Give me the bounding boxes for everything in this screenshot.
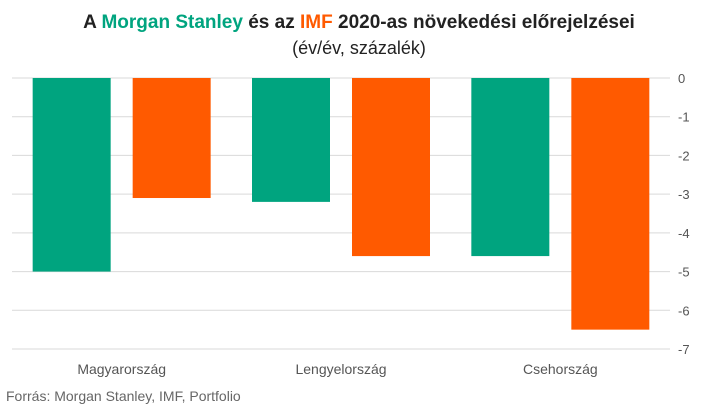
y-tick-label: -7 bbox=[678, 342, 690, 357]
y-tick-label: -3 bbox=[678, 187, 690, 202]
source-note: Forrás: Morgan Stanley, IMF, Portfolio bbox=[6, 388, 241, 404]
bar-morgan-stanley bbox=[471, 78, 550, 257]
chart-title: A Morgan Stanley és az IMF 2020-as növek… bbox=[0, 12, 718, 34]
y-tick-label: -2 bbox=[678, 148, 690, 163]
y-tick-label: -4 bbox=[678, 226, 690, 241]
y-tick-label: 0 bbox=[678, 71, 685, 86]
x-category-label: Lengyelország bbox=[295, 361, 386, 377]
bar-morgan-stanley bbox=[32, 78, 111, 272]
y-tick-label: -6 bbox=[678, 303, 690, 318]
bar-morgan-stanley bbox=[252, 78, 330, 202]
title-suffix: 2020-as növekedési előrejelzései bbox=[332, 12, 635, 33]
x-category-label: Magyarország bbox=[77, 361, 166, 377]
title-prefix: A bbox=[83, 12, 102, 33]
bar-imf bbox=[571, 78, 650, 330]
chart-subtitle: (év/év, százalék) bbox=[292, 38, 426, 58]
bar-imf bbox=[132, 78, 211, 199]
x-category-label: Csehország bbox=[523, 361, 598, 377]
y-tick-label: -5 bbox=[678, 265, 690, 280]
bar-imf bbox=[352, 78, 430, 257]
title-middle: és az bbox=[242, 12, 300, 33]
title-series-morgan-stanley: Morgan Stanley bbox=[101, 12, 243, 33]
y-tick-label: -1 bbox=[678, 110, 690, 125]
title-series-imf: IMF bbox=[300, 12, 333, 33]
